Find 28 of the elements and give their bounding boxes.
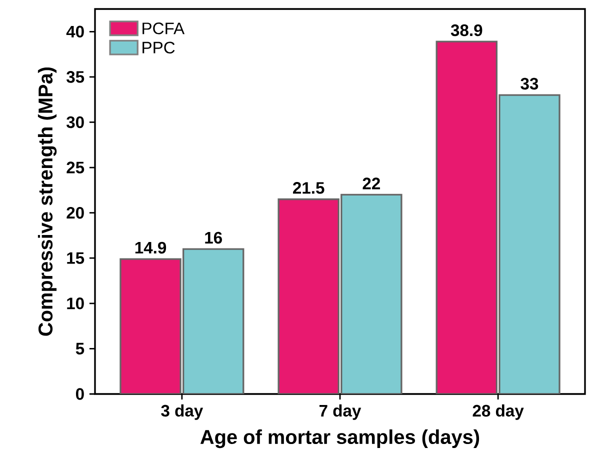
bar bbox=[278, 199, 339, 394]
x-tick-label: 3 day bbox=[161, 404, 204, 420]
data-label: 38.9 bbox=[450, 24, 482, 36]
legend-label: PPC bbox=[142, 42, 175, 54]
y-tick-label: 15 bbox=[67, 252, 84, 264]
y-tick-label: 10 bbox=[67, 298, 84, 310]
bar bbox=[120, 259, 181, 394]
x-axis-title: Age of mortar samples (days) bbox=[200, 429, 480, 448]
legend-label: PCFA bbox=[142, 22, 185, 34]
bar bbox=[183, 249, 244, 394]
y-tick-label: 40 bbox=[66, 26, 84, 38]
data-label: 16 bbox=[205, 232, 222, 244]
x-tick-label: 28 day bbox=[472, 404, 524, 420]
data-label: 14.9 bbox=[135, 242, 166, 254]
bar bbox=[436, 40, 498, 394]
y-tick-label: 20 bbox=[66, 206, 84, 219]
x-tick-label: 7 day bbox=[319, 404, 362, 420]
data-label: 22 bbox=[362, 178, 380, 190]
bar bbox=[498, 94, 560, 394]
data-label: 33 bbox=[520, 78, 538, 90]
y-tick-label: 5 bbox=[76, 342, 84, 354]
bar bbox=[341, 194, 402, 394]
y-tick-label: 0 bbox=[76, 388, 84, 400]
data-label: 21.5 bbox=[293, 182, 324, 194]
y-axis-title: Compressive strength (MPa) bbox=[38, 67, 57, 336]
y-tick-label: 25 bbox=[66, 162, 84, 174]
y-tick-label: 35 bbox=[66, 71, 84, 83]
y-tick-label: 30 bbox=[66, 116, 84, 128]
